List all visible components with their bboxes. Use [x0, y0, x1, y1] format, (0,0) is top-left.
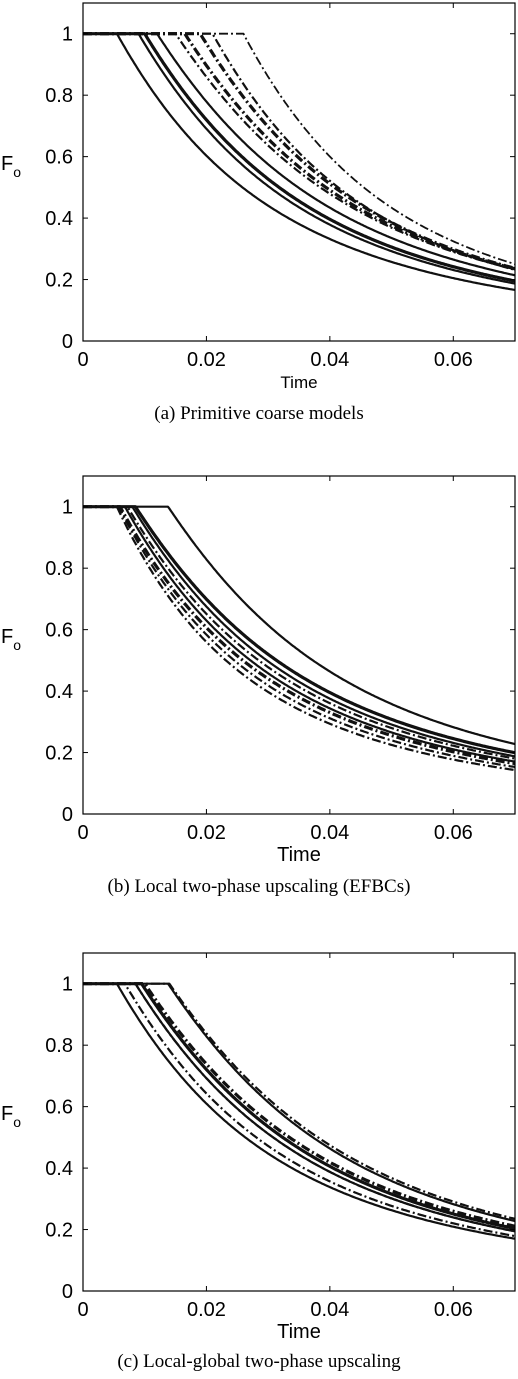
x-tick-label: 0.04: [310, 822, 349, 844]
series-line-8: [83, 505, 515, 772]
y-tick-label: 0.8: [45, 85, 73, 107]
y-tick-label: 0.4: [45, 1158, 73, 1180]
y-tick-label: 0.6: [45, 1097, 73, 1119]
chart-b-caption: (b) Local two-phase upscaling (EFBCs): [107, 876, 411, 897]
y-tick-label: 0.2: [45, 1220, 73, 1242]
series-line-8: [83, 982, 515, 1238]
y-tick-label: 0: [62, 331, 73, 353]
x-tick-label: 0.02: [187, 349, 226, 371]
y-tick-label: 0.8: [45, 1035, 73, 1057]
chart-a-caption: (a) Primitive coarse models: [154, 403, 364, 424]
x-tick-label: 0: [77, 349, 88, 371]
series-line-1: [83, 982, 515, 1223]
chart-c-plot: 0 0.02 0.04 0.06 0 0.2 0.4 0.6 0.8 1 Time Fo: [1, 952, 516, 1343]
y-axis-label: Fo: [1, 153, 21, 180]
axes-frame: [82, 952, 516, 1292]
x-tick-label: 0.06: [434, 822, 473, 844]
x-tick-label: 0.04: [310, 1299, 349, 1321]
chart-panel-c: 0 0.02 0.04 0.06 0 0.2 0.4 0.6 0.8 1 Time Fo (c) Lo…: [0, 950, 518, 1379]
y-tick-label: 0: [62, 804, 73, 826]
series-line-3: [83, 32, 515, 283]
series-line-7: [83, 505, 515, 769]
series-line-2: [83, 505, 515, 755]
y-tick-label: 0.2: [45, 743, 73, 765]
x-axis-label: Time: [280, 373, 317, 392]
x-tick-label: 0.04: [310, 349, 349, 371]
x-tick-label: 0.06: [434, 349, 473, 371]
y-axis-label: Fo: [1, 626, 21, 653]
axes-frame: [82, 475, 516, 815]
series-group: [83, 982, 515, 1240]
x-axis-label: Time: [277, 844, 321, 866]
series-line-4: [83, 982, 515, 1240]
series-line-7: [83, 982, 515, 1233]
x-tick-label: 0.02: [187, 1299, 226, 1321]
y-tick-label: 0.6: [45, 147, 73, 169]
series-line-6: [83, 505, 515, 766]
y-tick-label: 1: [62, 497, 73, 519]
chart-a-plot: 0 0.02 0.04 0.06 0 0.2 0.4 0.6 0.8 1 Time Fo: [1, 2, 516, 392]
series-line-8: [83, 32, 515, 271]
y-tick-label: 0: [62, 1281, 73, 1303]
x-tick-label: 0.06: [434, 1299, 473, 1321]
series-line-2: [83, 32, 515, 285]
y-tick-label: 0.8: [45, 558, 73, 580]
y-tick-label: 1: [62, 974, 73, 996]
chart-c-caption: (c) Local-global two-phase upscaling: [117, 1351, 401, 1372]
x-axis-label: Time: [277, 1321, 321, 1343]
series-line-4: [83, 32, 515, 277]
x-tick-label: 0.02: [187, 822, 226, 844]
y-tick-label: 0.4: [45, 681, 73, 703]
series-group: [83, 505, 515, 772]
y-axis-label: Fo: [1, 1103, 21, 1130]
series-group: [83, 32, 515, 291]
chart-panel-b: 0 0.02 0.04 0.06 0 0.2 0.4 0.6 0.8 1 Time Fo (b) Lo…: [0, 473, 518, 933]
series-line-5: [83, 505, 515, 760]
series-line-2: [83, 982, 515, 1231]
x-tick-label: 0: [77, 822, 88, 844]
x-tick-label: 0: [77, 1299, 88, 1321]
series-line-6: [83, 982, 515, 1228]
series-line-1: [83, 505, 515, 746]
chart-panel-a: 0 0.02 0.04 0.06 0 0.2 0.4 0.6 0.8 1 Time Fo (a) Pr…: [0, 0, 518, 460]
series-line-1: [83, 32, 515, 291]
series-line-4: [83, 505, 515, 763]
y-tick-label: 0.2: [45, 270, 73, 292]
series-line-9: [83, 32, 515, 265]
y-tick-label: 0.6: [45, 620, 73, 642]
chart-b-plot: 0 0.02 0.04 0.06 0 0.2 0.4 0.6 0.8 1 Time Fo: [1, 475, 516, 866]
y-tick-label: 1: [62, 24, 73, 46]
axes-frame: [82, 2, 516, 342]
y-tick-label: 0.4: [45, 208, 73, 230]
series-line-3: [83, 505, 515, 758]
series-line-5: [83, 982, 515, 1220]
